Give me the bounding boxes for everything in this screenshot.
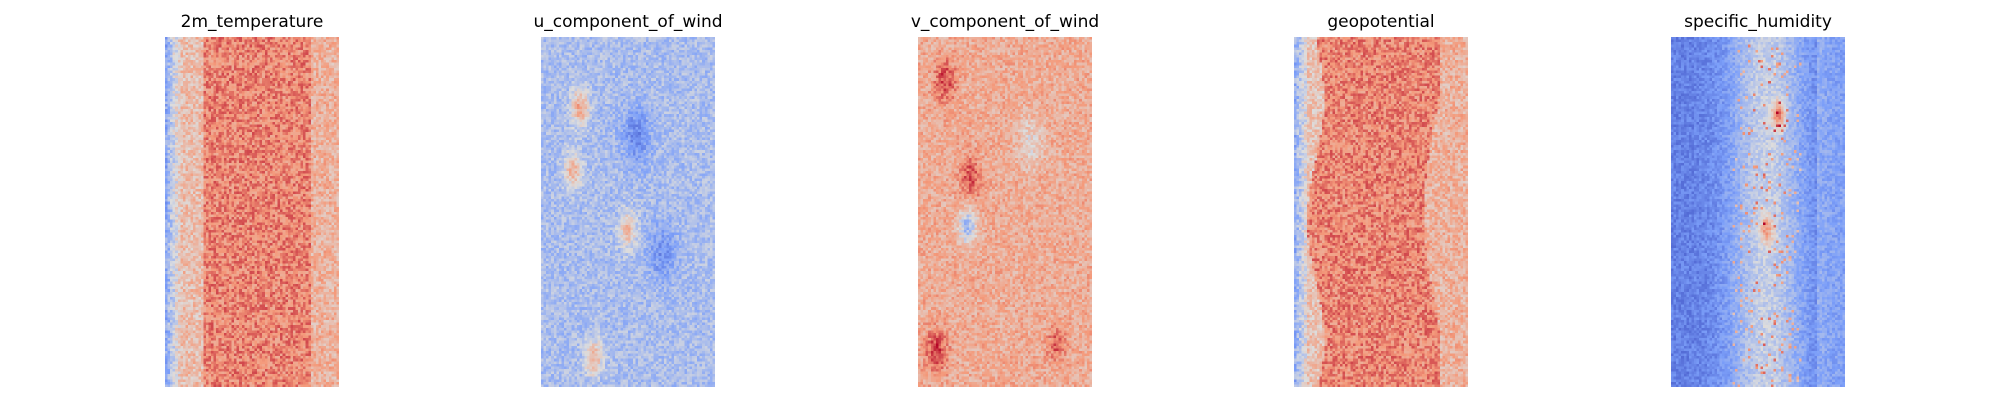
panel-title: v_component_of_wind <box>910 12 1100 32</box>
heatmap-panel-specific-humidity: specific_humidity <box>1628 0 1888 400</box>
heatmap-u-component-of-wind <box>541 37 715 387</box>
heatmap-panel-u-component-of-wind: u_component_of_wind <box>498 0 758 400</box>
heatmap-panel-geopotential: geopotential <box>1251 0 1511 400</box>
heatmap-2m-temperature <box>165 37 339 387</box>
panel-title: 2m_temperature <box>180 12 324 32</box>
heatmap-v-component-of-wind <box>918 37 1092 387</box>
heatmap-specific-humidity <box>1671 37 1845 387</box>
heatmap-panel-2m-temperature: 2m_temperature <box>122 0 382 400</box>
panel-title: specific_humidity <box>1684 12 1832 32</box>
panel-title: u_component_of_wind <box>533 12 723 32</box>
heatmap-geopotential <box>1294 37 1468 387</box>
panel-title: geopotential <box>1327 12 1435 32</box>
heatmap-panel-v-component-of-wind: v_component_of_wind <box>875 0 1135 400</box>
